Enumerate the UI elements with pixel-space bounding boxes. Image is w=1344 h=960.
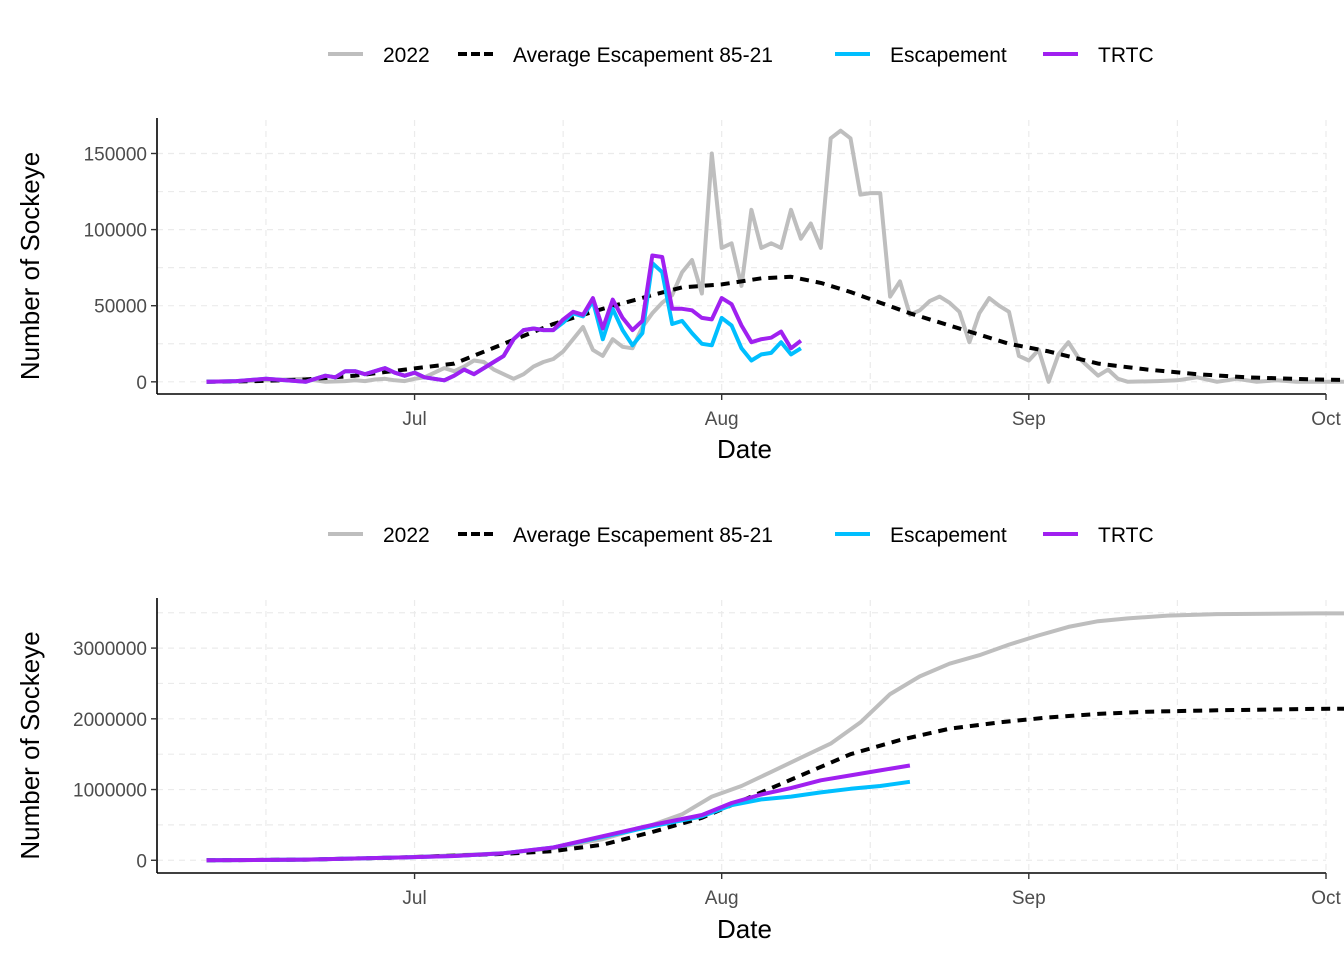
- legend-label-escapement: Escapement: [890, 44, 1007, 67]
- y-axis-title: Number of Sockeye: [15, 152, 45, 380]
- series-line-2022: [206, 611, 1344, 863]
- x-tick-label: Sep: [1012, 888, 1046, 909]
- legend-label-average: Average Escapement 85-21: [513, 524, 773, 547]
- y-axis-title: Number of Sockeye: [15, 631, 45, 859]
- legend: 2022 Average Escapement 85-21 Escapement TR…: [328, 44, 1154, 67]
- series-line-2022: [206, 128, 1344, 384]
- x-tick-label: Jul: [402, 409, 426, 430]
- series-line-trtc: [206, 253, 803, 384]
- series-line-trtc: [206, 763, 911, 863]
- x-tick-label: Aug: [705, 409, 739, 430]
- y-tick-label: 50000: [94, 297, 147, 318]
- legend-label-trtc: TRTC: [1098, 524, 1154, 547]
- x-axis-title: Date: [717, 914, 772, 944]
- x-axis-title: Date: [717, 434, 772, 464]
- grid: [157, 600, 1327, 873]
- x-tick-label: Sep: [1012, 409, 1046, 430]
- y-tick-label: 0: [136, 851, 147, 872]
- y-tick-label: 150000: [84, 144, 147, 165]
- series-line-escapement: [206, 261, 802, 384]
- y-tick-label: 100000: [84, 221, 147, 242]
- legend-label-2022: 2022: [383, 44, 430, 67]
- legend-label-2022: 2022: [383, 524, 430, 547]
- y-tick-label: 0: [136, 373, 147, 394]
- legend-label-trtc: TRTC: [1098, 44, 1154, 67]
- y-tick-label: 2000000: [73, 710, 147, 731]
- legend-label-average: Average Escapement 85-21: [513, 44, 773, 67]
- y-tick-label: 1000000: [73, 781, 147, 802]
- series-line-average: [206, 706, 1344, 863]
- grid: [157, 120, 1327, 394]
- x-tick-label: Oct: [1311, 409, 1341, 430]
- legend-label-escapement: Escapement: [890, 524, 1007, 547]
- y-tick-label: 3000000: [73, 639, 147, 660]
- series-line-average: [206, 274, 1344, 384]
- x-tick-label: Aug: [705, 888, 739, 909]
- x-tick-label: Jul: [402, 888, 426, 909]
- x-tick-label: Oct: [1311, 888, 1341, 909]
- chart-panel-2: 0 1000000 2000000 3000000 Jul Aug Sep Oct Date Nu…: [15, 524, 1344, 944]
- chart-panel-1: 0 50000 100000 150000 Jul Aug Sep Oct Date Number…: [15, 44, 1344, 464]
- legend: 2022 Average Escapement 85-21 Escapement TR…: [328, 524, 1154, 547]
